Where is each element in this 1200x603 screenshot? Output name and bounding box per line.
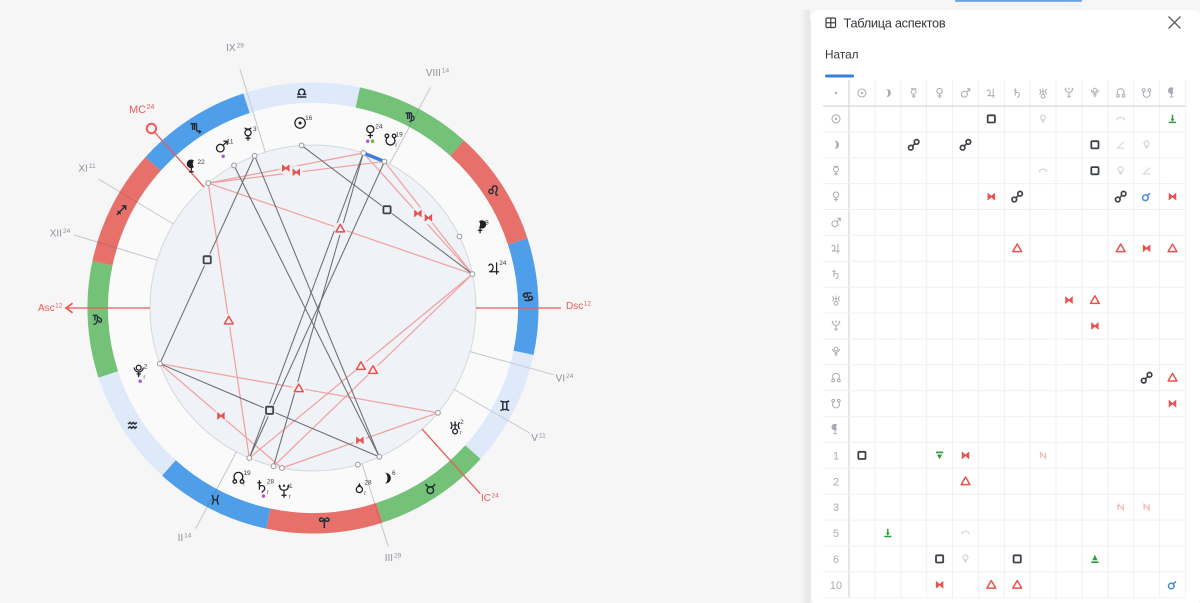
svg-text:10: 10 <box>830 580 842 592</box>
svg-text:VIII14: VIII14 <box>426 68 450 80</box>
svg-text:VI24: VI24 <box>556 373 574 385</box>
svg-text:r: r <box>395 142 397 149</box>
svg-text:r: r <box>289 494 291 501</box>
svg-text:28: 28 <box>364 480 372 487</box>
svg-text:6: 6 <box>833 554 839 566</box>
svg-text:19: 19 <box>396 132 404 139</box>
svg-text:V11: V11 <box>531 433 546 445</box>
svg-text:IX29: IX29 <box>226 43 244 55</box>
svg-text:III29: III29 <box>385 553 402 565</box>
svg-text:Натал: Натал <box>825 48 859 62</box>
svg-text:11: 11 <box>227 139 234 146</box>
svg-text:Таблица аспектов: Таблица аспектов <box>844 16 946 31</box>
svg-text:16: 16 <box>305 115 313 122</box>
svg-text:3: 3 <box>833 502 839 514</box>
svg-text:28: 28 <box>267 478 275 485</box>
svg-text:II14: II14 <box>178 533 192 545</box>
svg-text:22: 22 <box>198 159 206 166</box>
svg-text:2: 2 <box>460 419 464 426</box>
svg-text:2: 2 <box>833 476 839 488</box>
svg-text:Dsc12: Dsc12 <box>566 301 591 313</box>
svg-text:1: 1 <box>833 450 839 462</box>
svg-text:r: r <box>243 480 245 487</box>
svg-text:24: 24 <box>499 260 507 267</box>
svg-text:5: 5 <box>833 528 839 540</box>
svg-text:XII24: XII24 <box>50 228 71 240</box>
svg-text:r: r <box>460 430 462 437</box>
svg-text:6: 6 <box>392 470 396 477</box>
svg-text:r: r <box>267 489 269 496</box>
svg-text:IC24: IC24 <box>481 493 499 505</box>
svg-text:XI11: XI11 <box>78 163 96 175</box>
svg-text:Asc12: Asc12 <box>38 303 63 315</box>
svg-text:24: 24 <box>375 124 383 131</box>
svg-text:1: 1 <box>289 483 293 490</box>
svg-text:r: r <box>143 374 145 381</box>
svg-text:8: 8 <box>485 220 489 227</box>
svg-text:2: 2 <box>144 363 148 370</box>
svg-text:3: 3 <box>253 126 257 133</box>
svg-text:r: r <box>364 490 366 497</box>
svg-text:19: 19 <box>243 470 251 477</box>
